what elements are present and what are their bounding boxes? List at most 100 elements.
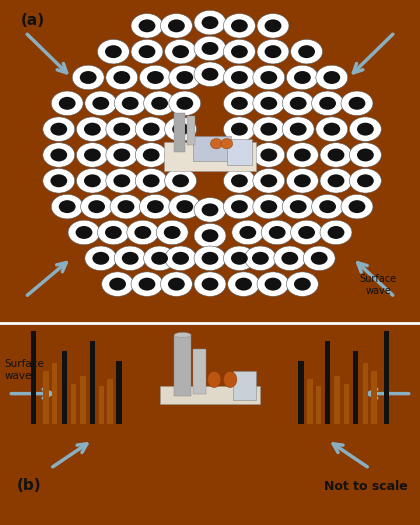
Ellipse shape [223,65,255,90]
Ellipse shape [76,117,108,141]
Ellipse shape [134,226,151,239]
Ellipse shape [312,91,344,116]
Ellipse shape [164,226,181,239]
Ellipse shape [50,123,67,135]
Ellipse shape [260,149,277,162]
Ellipse shape [253,143,285,167]
Ellipse shape [139,65,171,90]
Ellipse shape [106,143,138,167]
Ellipse shape [202,203,218,216]
Ellipse shape [328,149,344,162]
Ellipse shape [319,97,336,110]
Ellipse shape [194,246,226,270]
Ellipse shape [168,19,185,32]
Bar [363,363,368,424]
Bar [233,371,256,400]
Text: (a): (a) [21,13,45,28]
Ellipse shape [323,123,340,135]
Ellipse shape [160,272,192,297]
Bar [193,349,206,394]
Ellipse shape [131,272,163,297]
Ellipse shape [223,143,255,167]
Bar [44,371,49,424]
Ellipse shape [253,91,285,116]
Ellipse shape [231,71,248,84]
Ellipse shape [165,169,197,193]
Ellipse shape [168,278,185,291]
Ellipse shape [231,149,248,162]
Bar [325,341,331,424]
Text: Surface
wave: Surface wave [4,359,44,381]
Ellipse shape [105,226,122,239]
Ellipse shape [253,194,285,219]
Ellipse shape [290,123,307,135]
Ellipse shape [231,97,248,110]
Text: Surface
wave: Surface wave [360,275,396,296]
Ellipse shape [151,252,168,265]
Bar [316,385,321,424]
Ellipse shape [172,149,189,162]
Ellipse shape [286,169,318,193]
Ellipse shape [290,97,307,110]
Ellipse shape [194,36,226,61]
Ellipse shape [88,200,105,213]
Ellipse shape [113,149,130,162]
Polygon shape [0,404,420,525]
Ellipse shape [311,252,328,265]
Ellipse shape [316,65,348,90]
Ellipse shape [294,149,311,162]
Ellipse shape [202,68,218,81]
Bar [193,135,231,162]
Ellipse shape [59,97,76,110]
Ellipse shape [320,143,352,167]
Ellipse shape [176,71,193,84]
Ellipse shape [328,226,344,239]
Ellipse shape [81,194,113,219]
Ellipse shape [85,91,117,116]
Ellipse shape [92,252,109,265]
Ellipse shape [160,14,192,38]
Ellipse shape [127,220,159,245]
Ellipse shape [210,139,222,149]
Ellipse shape [202,229,218,242]
Ellipse shape [102,272,134,297]
Ellipse shape [357,174,374,187]
Ellipse shape [194,224,226,248]
Bar [31,331,37,424]
Ellipse shape [143,149,160,162]
Ellipse shape [257,14,289,38]
Bar [277,424,403,465]
Ellipse shape [320,220,352,245]
Ellipse shape [294,174,311,187]
Ellipse shape [228,272,260,297]
Ellipse shape [312,194,344,219]
Ellipse shape [349,97,365,110]
Ellipse shape [239,226,256,239]
Ellipse shape [341,91,373,116]
Ellipse shape [169,194,201,219]
Text: Not to scale: Not to scale [324,480,407,492]
Ellipse shape [320,169,352,193]
Ellipse shape [223,117,255,141]
Ellipse shape [265,278,281,291]
Ellipse shape [143,174,160,187]
Ellipse shape [51,91,83,116]
Ellipse shape [72,65,104,90]
Ellipse shape [235,278,252,291]
Ellipse shape [223,169,255,193]
Ellipse shape [223,39,255,64]
Ellipse shape [294,278,311,291]
Ellipse shape [97,39,129,64]
Ellipse shape [151,97,168,110]
Ellipse shape [113,174,130,187]
Ellipse shape [106,117,138,141]
Ellipse shape [341,194,373,219]
Ellipse shape [43,169,75,193]
Ellipse shape [252,252,269,265]
Ellipse shape [122,97,139,110]
Ellipse shape [84,123,101,135]
Ellipse shape [43,117,75,141]
Ellipse shape [194,10,226,35]
Ellipse shape [282,91,314,116]
Ellipse shape [294,71,311,84]
